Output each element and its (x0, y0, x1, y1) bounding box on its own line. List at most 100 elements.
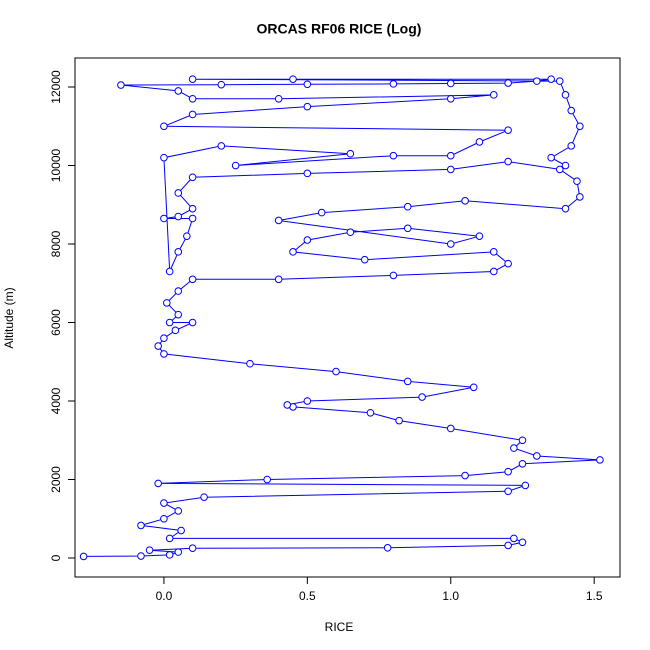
data-point (263, 475, 271, 484)
data-point (395, 416, 403, 425)
data-point (489, 91, 498, 99)
data-point (117, 81, 125, 89)
data-point (518, 436, 527, 445)
data-point (555, 77, 564, 85)
data-point (576, 122, 584, 131)
data-point (555, 165, 564, 174)
data-point (160, 214, 168, 223)
data-point (446, 151, 455, 160)
data-point (461, 197, 469, 205)
data-point (366, 408, 375, 417)
data-point (274, 216, 283, 225)
data-point (403, 224, 412, 233)
data-point (303, 169, 312, 178)
x-tick-label: 0.5 (299, 589, 316, 603)
data-point (174, 87, 183, 95)
y-tick-label: 12000 (49, 70, 63, 104)
data-point (596, 456, 604, 464)
data-point (576, 193, 584, 201)
y-tick-label: 2000 (49, 466, 63, 493)
data-point (174, 287, 183, 295)
data-point (317, 208, 326, 217)
data-point (389, 271, 398, 280)
data-point (171, 326, 180, 335)
y-tick-label: 10000 (49, 148, 63, 182)
data-point (489, 267, 498, 276)
data-point (217, 142, 226, 150)
data-point (174, 507, 183, 515)
data-point (573, 177, 581, 186)
data-point (521, 481, 530, 490)
data-point (461, 471, 469, 480)
data-point (389, 80, 398, 88)
data-point (418, 393, 426, 401)
data-point (567, 106, 576, 115)
data-point (160, 334, 168, 343)
data-point (389, 151, 398, 160)
data-point (137, 521, 145, 530)
data-point (188, 94, 197, 103)
data-point (231, 161, 240, 170)
data-point (137, 552, 145, 560)
data-point (403, 202, 412, 211)
data-point (160, 514, 168, 523)
data-point (504, 541, 512, 550)
x-tick-label: 0.0 (156, 589, 173, 603)
data-point (561, 91, 570, 99)
data-point (177, 526, 185, 535)
data-point (165, 267, 174, 276)
data-point (188, 75, 197, 83)
data-point (518, 460, 527, 468)
data-point (160, 350, 168, 358)
data-line (83, 78, 600, 557)
data-point (469, 383, 478, 392)
data-point (561, 161, 570, 170)
data-point (174, 310, 183, 319)
chart-title: ORCAS RF06 RICE (Log) (257, 21, 422, 37)
data-point (446, 424, 455, 433)
data-point (174, 212, 183, 221)
data-point (188, 318, 197, 327)
data-point (504, 79, 512, 87)
data-point (289, 248, 297, 256)
data-point (174, 248, 183, 256)
data-point (547, 75, 555, 83)
data-point (246, 359, 254, 368)
data-point (200, 493, 208, 501)
data-point (533, 77, 541, 85)
data-point (510, 534, 518, 543)
data-point (303, 102, 312, 111)
data-point (274, 94, 283, 103)
data-point (174, 548, 183, 556)
data-point (188, 275, 197, 284)
y-tick-label: 6000 (49, 309, 63, 336)
data-point (160, 153, 168, 162)
data-point (283, 401, 292, 409)
y-axis-label: Altitude (m) (2, 287, 16, 348)
data-point (303, 236, 312, 244)
data-point (446, 165, 455, 174)
data-point (79, 552, 88, 561)
data-point (188, 173, 197, 182)
data-point (165, 534, 174, 543)
data-point (561, 204, 570, 213)
data-point (518, 538, 527, 547)
plot-frame (74, 57, 621, 578)
data-point (289, 75, 297, 83)
data-point (510, 444, 518, 452)
x-tick-label: 1.5 (586, 589, 603, 603)
data-point (154, 342, 162, 350)
data-point (446, 79, 455, 88)
data-point (547, 153, 555, 162)
data-point (174, 189, 183, 197)
data-point (188, 110, 197, 119)
data-point (332, 367, 340, 376)
data-point (504, 487, 512, 496)
data-point (188, 214, 197, 223)
data-point (162, 299, 171, 307)
data-point (475, 138, 484, 146)
data-point (274, 275, 283, 284)
data-point (145, 546, 154, 554)
data-point (383, 543, 392, 552)
data-point (165, 318, 174, 327)
